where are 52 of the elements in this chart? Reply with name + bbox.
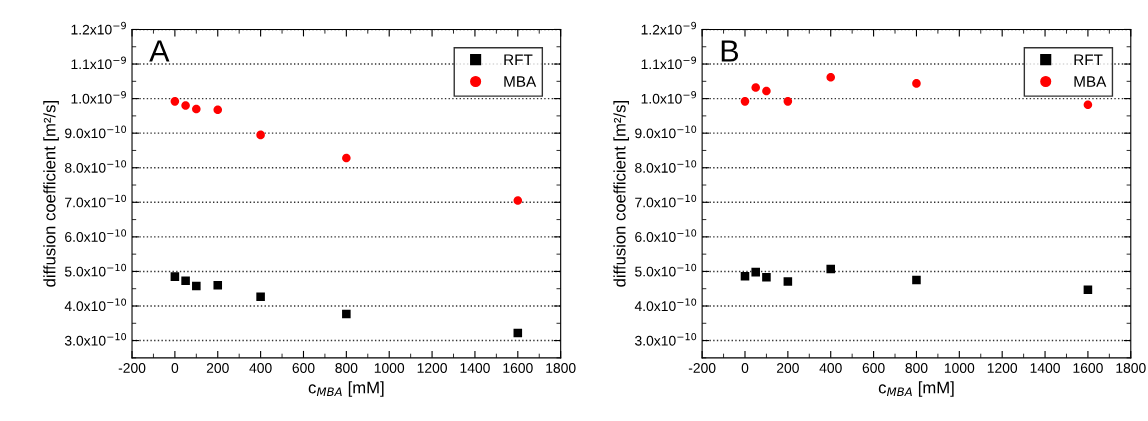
y-tick-label: 5.0x10$^{−10}$ xyxy=(64,263,127,277)
y-tick-label: 6.0x10$^{−10}$ xyxy=(65,229,127,242)
y-tick-label: 1.0x10$^{−9}$ xyxy=(71,91,126,104)
annotation: A xyxy=(149,40,170,62)
x-tick-label: 200 xyxy=(776,363,799,373)
y-axis-title: diffusion coefficient [m²/s] xyxy=(613,101,629,287)
x-tick-label: 0 xyxy=(741,363,749,373)
x-tick-label: 200 xyxy=(206,363,229,373)
x-tick-label: -200 xyxy=(118,363,146,373)
y-tick-label: 1.1x10$^{−9}$ xyxy=(71,56,126,70)
x-tick-label: 0 xyxy=(171,363,179,373)
x-tick-label: -200 xyxy=(688,363,716,373)
x-tick-label: 800 xyxy=(335,363,358,373)
legend-label: RFT xyxy=(1074,54,1103,65)
x-tick-label: 1800 xyxy=(1116,363,1146,373)
annotation: B xyxy=(721,40,739,62)
legend-label: MBA xyxy=(504,76,537,87)
y-tick-label: 8.0x10$^{−10}$ xyxy=(635,160,697,173)
x-tick-label: 1200 xyxy=(417,363,447,373)
x-tick-label: 400 xyxy=(249,363,272,373)
y-tick-label: 1.2x10$^{−9}$ xyxy=(71,21,126,35)
x-tick-label: 600 xyxy=(292,363,315,373)
x-tick-label: 1600 xyxy=(1073,363,1103,373)
y-tick-label: 4.0x10$^{−10}$ xyxy=(634,298,697,312)
y-tick-label: 4.0x10$^{−10}$ xyxy=(64,298,127,312)
y-axis-title: diffusion coefficient [m²/s] xyxy=(43,101,59,287)
x-tick-label: 1800 xyxy=(546,363,576,373)
y-tick-label: 3.0x10$^{−10}$ xyxy=(635,332,697,346)
y-tick-label: 1.2x10$^{−9}$ xyxy=(641,21,697,35)
y-tick-label: 8.0x10$^{−10}$ xyxy=(64,160,127,173)
y-tick-label: 9.0x10$^{−10}$ xyxy=(65,125,127,139)
x-tick-label: 600 xyxy=(862,363,885,373)
x-tick-label: 1600 xyxy=(503,363,533,373)
legend-label: RFT xyxy=(504,54,533,65)
y-tick-label: 7.0x10$^{−10}$ xyxy=(65,194,127,208)
x-tick-label: 800 xyxy=(905,363,928,373)
y-tick-label: 1.0x10$^{−9}$ xyxy=(641,91,697,104)
y-tick-label: 7.0x10$^{−10}$ xyxy=(635,194,697,208)
legend-label: MBA xyxy=(1074,76,1107,87)
x-tick-label: 400 xyxy=(819,363,842,373)
x-tick-label: 1200 xyxy=(987,363,1018,373)
y-tick-label: 5.0x10$^{−10}$ xyxy=(635,263,697,277)
x-tick-label: 1400 xyxy=(460,363,490,373)
y-tick-label: 6.0x10$^{−10}$ xyxy=(635,229,697,242)
y-tick-label: 9.0x10$^{−10}$ xyxy=(635,125,697,139)
y-tick-label: 1.1x10$^{−9}$ xyxy=(641,56,697,70)
x-tick-label: 1000 xyxy=(944,363,975,373)
x-tick-label: 1400 xyxy=(1030,363,1060,373)
x-axis-title: c$_{MBA}$ [mM] xyxy=(878,381,954,397)
x-axis-title: c$_{MBA}$ [mM] xyxy=(308,381,384,397)
x-tick-label: 1000 xyxy=(374,363,405,373)
y-tick-label: 3.0x10$^{−10}$ xyxy=(64,332,127,346)
